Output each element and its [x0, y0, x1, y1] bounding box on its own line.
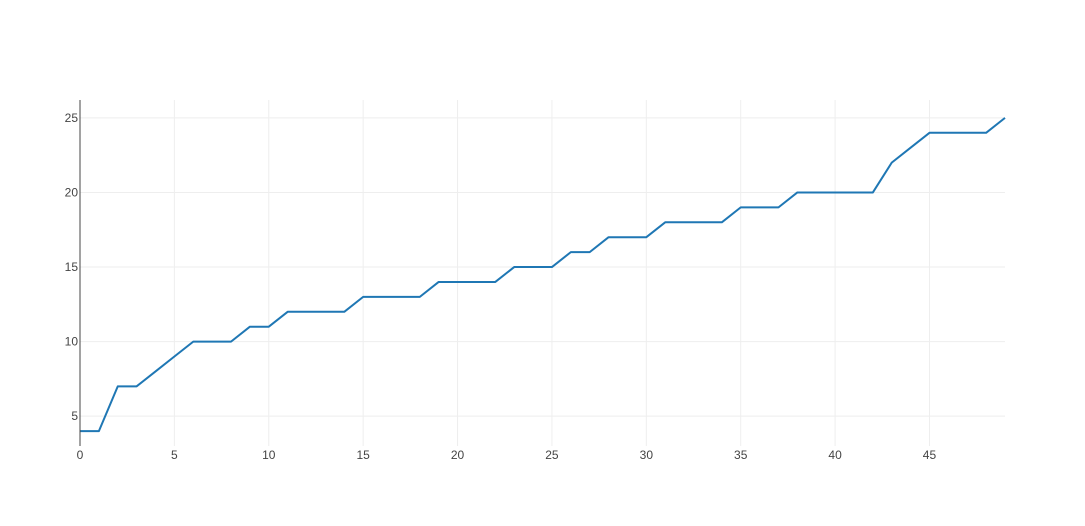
x-axis-ticks: 0 5 10 15 20 25 30 35 40 45	[77, 448, 937, 462]
x-tick-label: 45	[923, 448, 937, 462]
x-gridlines	[173, 100, 930, 446]
y-gridlines	[80, 117, 1005, 417]
x-tick-label: 25	[545, 448, 559, 462]
y-tick-label: 15	[65, 260, 79, 274]
x-tick-label: 40	[828, 448, 842, 462]
x-tick-label: 5	[171, 448, 178, 462]
x-tick-label: 15	[356, 448, 370, 462]
y-axis-ticks: 5 10 15 20 25	[65, 111, 79, 423]
y-tick-label: 5	[71, 409, 78, 423]
series-line	[80, 117, 1006, 433]
x-tick-label: 20	[451, 448, 465, 462]
y-tick-label: 20	[65, 185, 79, 199]
x-tick-label: 10	[262, 448, 276, 462]
y-tick-label: 25	[65, 111, 79, 125]
series-layer	[80, 117, 1006, 433]
y-tick-label: 10	[65, 335, 79, 349]
x-tick-label: 35	[734, 448, 748, 462]
x-tick-label: 30	[640, 448, 654, 462]
x-tick-label: 0	[77, 448, 84, 462]
